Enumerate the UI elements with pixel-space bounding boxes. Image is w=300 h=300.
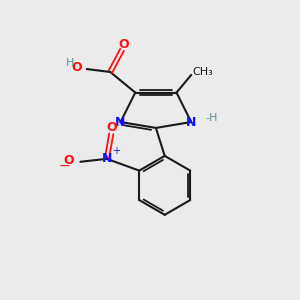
Text: N: N (186, 116, 196, 128)
Text: O: O (72, 61, 82, 74)
Text: CH₃: CH₃ (193, 67, 213, 77)
Text: O: O (106, 122, 117, 134)
Text: O: O (118, 38, 129, 51)
Text: −: − (58, 159, 70, 173)
Text: N: N (116, 116, 126, 128)
Text: H: H (66, 58, 75, 68)
Text: N: N (102, 152, 112, 165)
Text: +: + (112, 146, 120, 157)
Text: -H: -H (206, 112, 218, 123)
Text: O: O (64, 154, 74, 167)
